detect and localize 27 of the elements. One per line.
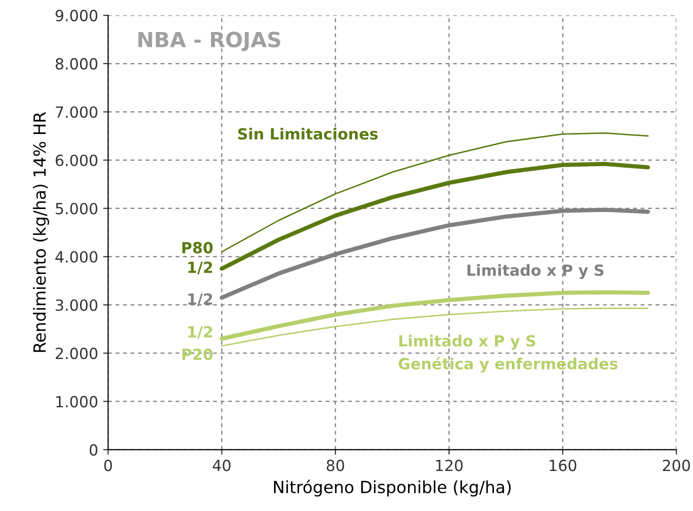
x-tick-label: 160 xyxy=(550,460,576,472)
y-tick-label: 5.000 xyxy=(56,202,98,214)
series-label: 1/2 xyxy=(188,262,212,274)
y-tick-label: 7.000 xyxy=(56,106,98,118)
series-label: 1/2 xyxy=(188,293,212,306)
x-tick-label: 40 xyxy=(212,460,230,472)
series-label: P80 xyxy=(182,242,213,254)
y-tick-label: 3.000 xyxy=(56,299,98,311)
text: NBA - ROJAS xyxy=(138,32,280,52)
annotation: Limitado x P y S xyxy=(468,264,604,280)
x-tick-label: 120 xyxy=(436,460,463,472)
y-tick-label: 2.000 xyxy=(56,348,98,360)
y-tick-label: 0 xyxy=(90,444,98,456)
x-tick-label: 80 xyxy=(326,460,344,472)
y-tick-label: 6.000 xyxy=(56,154,98,166)
y-axis-title: Rendimiento (kg/ha) 14% HR xyxy=(32,112,50,352)
x-tick-label: 0 xyxy=(104,460,112,472)
x-axis-title: Nitrógeno Disponible (kg/ha) xyxy=(274,480,511,497)
y-tick-label: 9.000 xyxy=(56,10,98,22)
y-tick-label: 4.000 xyxy=(55,251,98,263)
annotation: Limitado x P y S Genética y enfermedades xyxy=(398,334,618,373)
y-tick-label: 8.000 xyxy=(56,58,98,70)
annotation: Sin Limitaciones xyxy=(238,128,378,140)
series-label: P20 xyxy=(182,348,213,360)
x-tick-label: 200 xyxy=(662,460,690,472)
series-label: 1/2 xyxy=(188,326,212,339)
y-tick-label: 1.000 xyxy=(56,396,98,408)
